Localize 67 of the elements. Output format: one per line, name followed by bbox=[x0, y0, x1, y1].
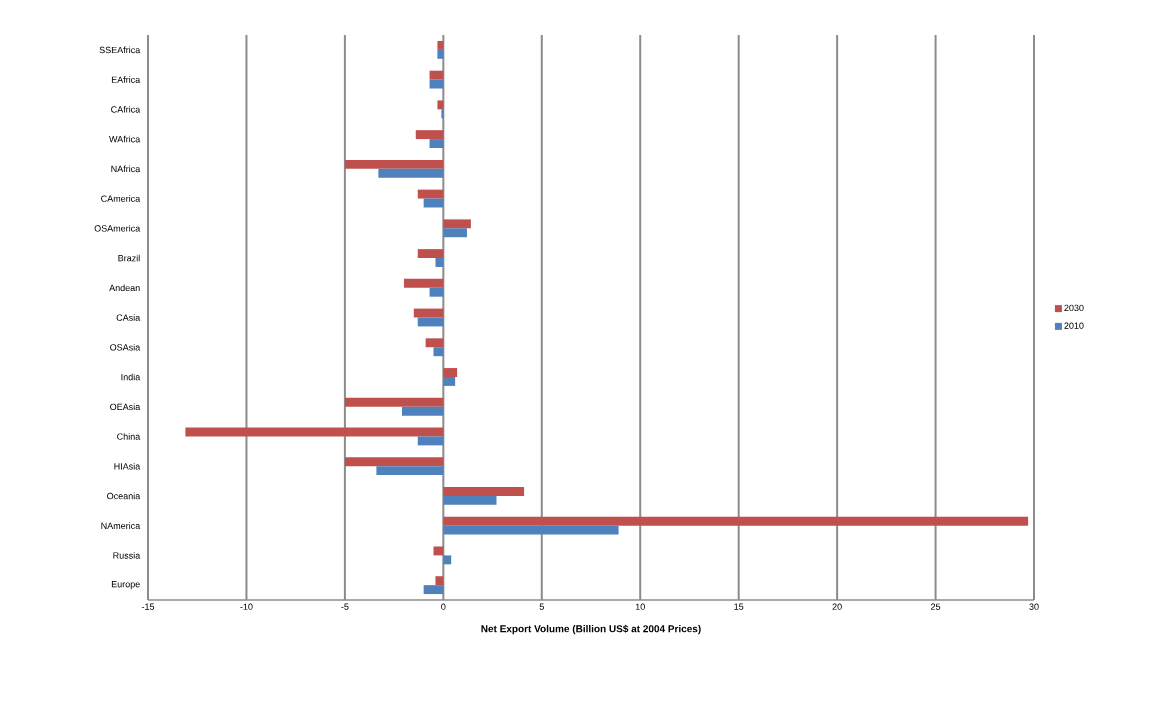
bar bbox=[413, 308, 444, 318]
bar bbox=[423, 585, 444, 595]
x-tick-label: -10 bbox=[240, 603, 253, 610]
x-tick-label: 30 bbox=[1029, 603, 1039, 610]
y-tick-label: Oceania bbox=[107, 492, 141, 500]
bar bbox=[443, 516, 1029, 526]
x-tick-label: -5 bbox=[341, 603, 349, 610]
y-tick-label: WAfrica bbox=[109, 135, 141, 143]
x-tick-label: 25 bbox=[931, 603, 941, 610]
legend-label: 2010 bbox=[1064, 322, 1084, 329]
y-tick-label: EAfrica bbox=[111, 76, 141, 83]
x-tick-label: 15 bbox=[734, 603, 744, 610]
bar bbox=[437, 49, 444, 59]
bar bbox=[429, 139, 444, 148]
bar bbox=[185, 427, 444, 437]
bar bbox=[403, 278, 444, 288]
bar bbox=[401, 406, 444, 416]
y-tick-label: OSAsia bbox=[110, 343, 141, 351]
y-tick-label: SSEAfrica bbox=[99, 46, 141, 54]
bar bbox=[415, 130, 444, 140]
bar bbox=[435, 576, 444, 586]
y-tick-label: OSAmerica bbox=[94, 224, 141, 232]
bar bbox=[435, 258, 444, 267]
x-axis-title: Net Export Volume (Billion US$ at 2004 Prices) bbox=[481, 624, 701, 635]
y-tick-label: OEAsia bbox=[110, 403, 141, 411]
bar bbox=[433, 347, 444, 357]
bar bbox=[344, 397, 444, 407]
bar bbox=[378, 168, 444, 178]
bar bbox=[417, 189, 444, 199]
y-tick-label: HIAsia bbox=[114, 462, 141, 470]
bar bbox=[429, 287, 444, 297]
bar bbox=[443, 555, 452, 565]
bar bbox=[443, 368, 458, 377]
y-tick-label: India bbox=[121, 373, 141, 381]
bar bbox=[433, 546, 444, 556]
y-tick-label: CAfrica bbox=[111, 106, 141, 113]
y-tick-label: Europe bbox=[111, 581, 140, 590]
bar bbox=[443, 525, 619, 535]
x-tick-label: 10 bbox=[635, 603, 645, 610]
y-tick-label: NAfrica bbox=[111, 165, 141, 173]
bar bbox=[443, 228, 467, 238]
bar bbox=[429, 79, 444, 89]
y-tick-label: NAmerica bbox=[101, 522, 141, 529]
bar bbox=[344, 159, 444, 169]
bar bbox=[417, 249, 444, 259]
bar bbox=[344, 457, 444, 467]
y-tick-label: China bbox=[117, 433, 141, 440]
x-tick-label: -15 bbox=[141, 603, 155, 610]
y-tick-label: Andean bbox=[109, 284, 140, 292]
y-tick-label: CAmerica bbox=[101, 195, 141, 202]
bar bbox=[429, 70, 444, 80]
bar bbox=[443, 487, 525, 496]
y-tick-label: Russia bbox=[113, 552, 141, 559]
y-tick-label: CAsia bbox=[116, 314, 141, 321]
x-tick-label: 20 bbox=[832, 603, 842, 610]
bar bbox=[443, 495, 497, 505]
legend-label: 2030 bbox=[1064, 304, 1084, 312]
bar bbox=[376, 466, 444, 476]
bar bbox=[443, 219, 471, 229]
bar bbox=[417, 436, 444, 446]
x-tick-label: 5 bbox=[539, 603, 544, 610]
bar bbox=[443, 376, 456, 386]
bar bbox=[437, 100, 444, 110]
bar bbox=[425, 338, 444, 348]
bar bbox=[437, 40, 444, 50]
x-tick-label: 0 bbox=[441, 603, 446, 610]
y-tick-label: Brazil bbox=[118, 254, 140, 262]
